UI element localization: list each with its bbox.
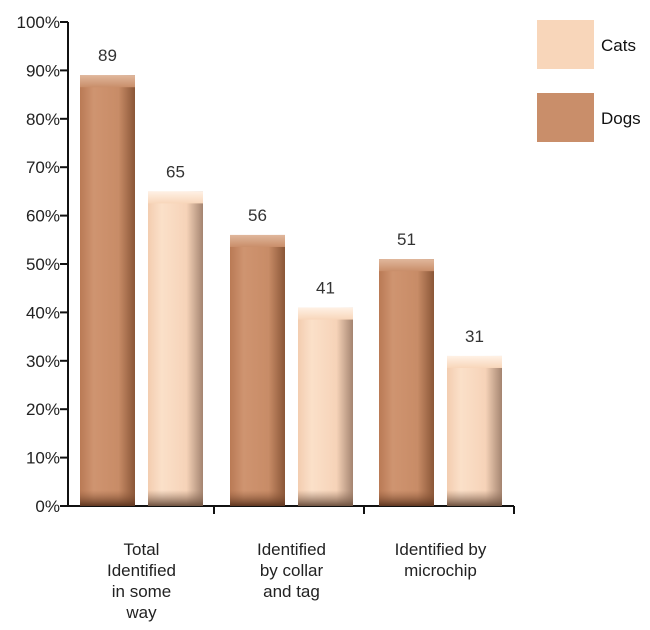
bar-cats [148, 191, 203, 506]
y-tick-label: 100% [17, 13, 60, 32]
y-tick-label: 90% [26, 61, 60, 80]
legend-label: Dogs [601, 109, 641, 128]
legend-item-cats: Cats [537, 20, 636, 69]
chart-axes: 0% 10% 20% 30% 40% 50% 60% 70% 80% 90% 100% [17, 13, 515, 516]
y-tick-label: 70% [26, 158, 60, 177]
bar-dogs [379, 259, 434, 506]
data-label: 89 [98, 46, 117, 65]
data-label: 51 [397, 230, 416, 249]
x-category-label: Total Identified in some way [107, 540, 176, 622]
bar-dogs [230, 234, 285, 506]
bar-dogs [80, 75, 135, 507]
x-category-label: Identified by collar and tag [257, 540, 326, 601]
y-tick-label: 0% [35, 497, 60, 516]
y-tick-label: 30% [26, 352, 60, 371]
legend-swatch [537, 20, 594, 69]
bar-cats [298, 307, 353, 506]
data-label: 41 [316, 279, 335, 298]
y-tick-label: 50% [26, 255, 60, 274]
legend: Cats Dogs [537, 20, 641, 142]
y-tick-label: 40% [26, 303, 60, 322]
y-tick-label: 10% [26, 449, 60, 468]
bar-cats [447, 355, 502, 506]
legend-swatch [537, 93, 594, 142]
bars-group [80, 75, 502, 507]
x-category-label: Identified by microchip [395, 540, 487, 580]
y-tick-label: 60% [26, 207, 60, 226]
data-label: 56 [248, 206, 267, 225]
y-tick-label: 80% [26, 110, 60, 129]
labels-group: 89 56 51 65 41 31 Total Identified in some way Ide… [98, 46, 487, 622]
data-label: 31 [465, 327, 484, 346]
data-label: 65 [166, 162, 185, 181]
legend-label: Cats [601, 36, 636, 55]
legend-item-dogs: Dogs [537, 93, 641, 142]
y-tick-label: 20% [26, 400, 60, 419]
